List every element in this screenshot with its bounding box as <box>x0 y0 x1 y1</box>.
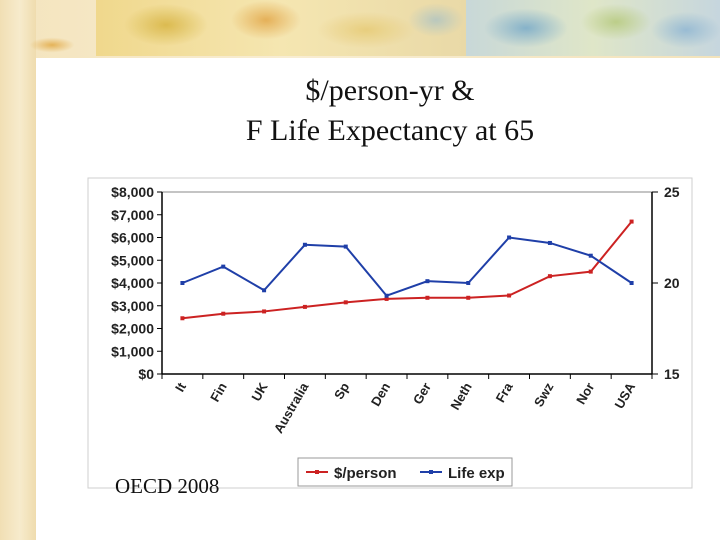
legend-box <box>297 457 513 487</box>
source-note: OECD 2008 <box>115 474 220 498</box>
legend-life-exp-marker <box>429 470 433 474</box>
y-left-tick-label: $0 <box>138 366 154 382</box>
y-right-tick-label: 20 <box>664 275 680 291</box>
series-spending-point <box>343 300 348 305</box>
series-spending-point <box>384 296 389 301</box>
series-spending-point <box>547 274 552 279</box>
legend-life-exp-label: Life exp <box>448 465 505 482</box>
series-spending-point <box>302 304 307 309</box>
series-life-exp-point <box>384 293 389 298</box>
y-left-tick-label: $3,000 <box>111 298 154 314</box>
series-spending-point <box>629 219 634 224</box>
background-paper-strip <box>0 0 36 540</box>
y-right-tick-label: 15 <box>664 366 680 382</box>
series-spending-line <box>182 220 633 320</box>
series-life-exp-point <box>302 242 307 247</box>
x-tick-label: Sp <box>331 380 352 402</box>
y-left-tick-label: $6,000 <box>111 230 154 246</box>
slide-title-line2: F Life Expectancy at 65 <box>245 114 535 147</box>
series-spending-point <box>507 293 512 298</box>
series-life-exp-point <box>425 279 430 284</box>
legend-spending-marker <box>315 470 319 474</box>
series-life-exp-point <box>547 240 552 245</box>
series-life-exp-point <box>507 235 512 240</box>
series-spending-point <box>262 309 267 314</box>
series-spending-point <box>221 311 226 316</box>
series-life-exp-point <box>466 281 471 285</box>
y-left-tick-label: $1,000 <box>111 343 154 359</box>
series-spending-point <box>588 269 593 274</box>
series-life-exp-point <box>588 253 593 258</box>
y-left-tick-label: $8,000 <box>111 184 154 200</box>
series-life-exp-point <box>629 281 634 285</box>
decorative-leaf-small <box>22 36 82 54</box>
y-left-tick-label: $2,000 <box>111 321 154 337</box>
series-life-exp-line <box>182 236 633 297</box>
decorative-leaf-banner-right <box>466 0 720 56</box>
y-right-tick-label: 25 <box>664 184 680 200</box>
series-life-exp-point <box>180 281 185 285</box>
series-life-exp-point <box>343 244 348 249</box>
series-spending-point <box>425 295 430 300</box>
y-left-tick-label: $4,000 <box>111 275 154 291</box>
series-life-exp-point <box>221 264 226 269</box>
series-spending-point <box>180 316 185 321</box>
decorative-leaf-banner <box>96 0 466 56</box>
y-left-tick-label: $5,000 <box>111 252 154 268</box>
slide-title-line1: $/person-yr & <box>305 74 475 107</box>
y-left-tick-label: $7,000 <box>111 207 154 223</box>
series-spending-point <box>466 295 471 300</box>
legend-spending-label: $/person <box>334 465 397 482</box>
chart-area <box>87 177 693 489</box>
series-life-exp-point <box>262 288 267 293</box>
